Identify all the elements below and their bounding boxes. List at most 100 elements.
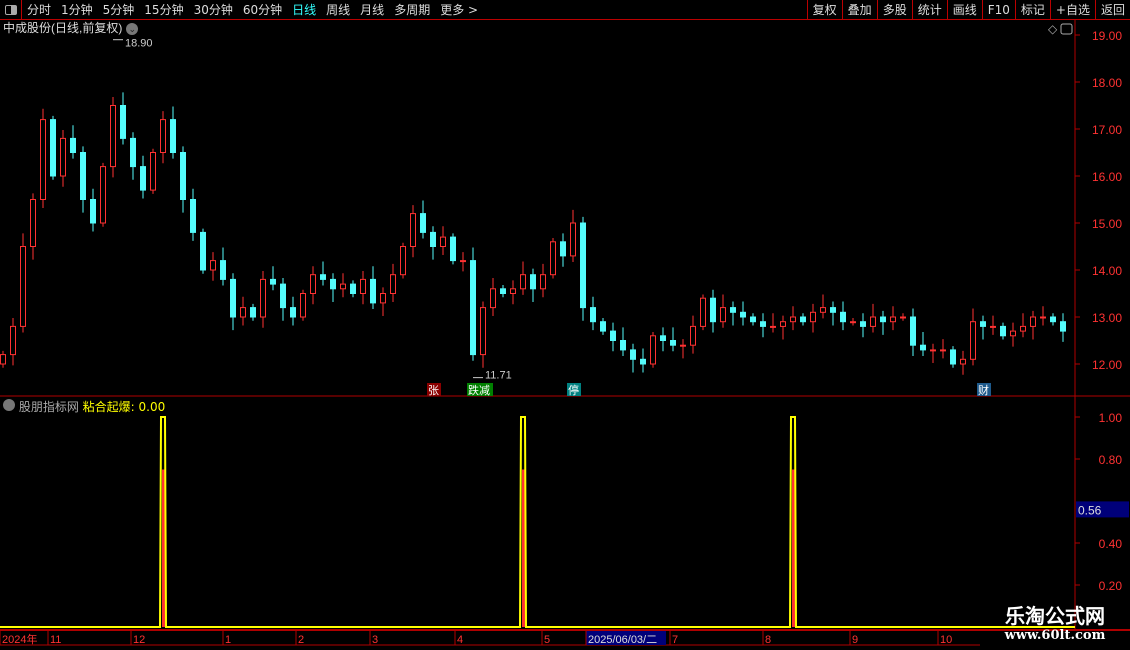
candle-body <box>860 321 866 327</box>
candle-body <box>130 137 136 168</box>
date-label: 2 <box>298 634 304 646</box>
candle-body <box>750 316 756 323</box>
tab-5[interactable]: 60分钟 <box>242 3 283 17</box>
cursor-date-box <box>586 631 666 645</box>
event-marker <box>427 383 441 396</box>
candle-body <box>290 307 296 318</box>
candle-body <box>30 199 36 247</box>
tab-7[interactable]: 周线 <box>326 3 351 17</box>
diamond-icon: ◇ <box>1048 22 1058 36</box>
tab-8[interactable]: 月线 <box>360 3 385 17</box>
spike-bar <box>792 469 795 627</box>
date-label: 3 <box>372 634 378 646</box>
candle-body <box>960 358 966 365</box>
toolbar-button-6[interactable]: 标记 <box>1014 0 1050 20</box>
date-label: 2025/06/03/二 <box>588 634 657 646</box>
candle-body <box>810 311 816 323</box>
tab-1[interactable]: 1分钟 <box>61 3 93 17</box>
candle-body <box>580 222 586 309</box>
candle-body <box>730 307 736 313</box>
candle-body <box>900 316 906 319</box>
price-tick-label: 12.00 <box>1092 358 1122 372</box>
candle-body <box>510 288 516 294</box>
tab-6[interactable]: 日线 <box>292 3 317 17</box>
candle-body <box>310 274 316 295</box>
candle-body <box>980 321 986 327</box>
toolbar-button-4[interactable]: 画线 <box>946 0 982 20</box>
candle-body <box>620 340 626 351</box>
candle-body <box>450 236 456 262</box>
date-label: 1 <box>225 634 231 646</box>
event-marker <box>567 383 581 396</box>
toolbar-button-1[interactable]: 叠加 <box>841 0 877 20</box>
tab-4[interactable]: 30分钟 <box>193 3 233 17</box>
candle-body <box>670 340 676 346</box>
toolbar-button-7[interactable]: +自选 <box>1049 0 1095 20</box>
tab-2[interactable]: 5分钟 <box>102 3 135 17</box>
candle-body <box>60 137 66 177</box>
tab-0[interactable]: 分时 <box>27 3 52 17</box>
tab-3[interactable]: 15分钟 <box>144 3 184 17</box>
candle-body <box>590 307 596 323</box>
price-tick-label: 15.00 <box>1092 217 1122 231</box>
event-marker-label: 跌减 <box>468 383 490 397</box>
event-marker <box>977 383 991 396</box>
candle-body <box>200 231 206 271</box>
candle-body <box>20 246 26 327</box>
indicator-tick-label: 1.00 <box>1099 411 1123 425</box>
candle-body <box>710 297 716 323</box>
candle-body <box>140 166 146 191</box>
event-marker <box>467 383 493 396</box>
watermark-logo: 乐淘公式网 www.60lt.com <box>1004 604 1106 643</box>
toolbar-button-0[interactable]: 复权 <box>806 0 842 20</box>
candle-body <box>550 241 556 276</box>
candle-body <box>90 199 96 224</box>
candle-body <box>630 349 636 360</box>
price-tick-label: 14.00 <box>1092 264 1122 278</box>
candle-body <box>110 105 116 168</box>
toolbar-button-3[interactable]: 统计 <box>911 0 947 20</box>
candle-body <box>1000 325 1006 337</box>
chevron-down-icon[interactable] <box>3 399 15 411</box>
candle-body <box>240 307 246 318</box>
candle-body <box>270 278 276 285</box>
candle-body <box>530 274 536 290</box>
candle-body <box>520 274 526 290</box>
candle-body <box>280 283 286 309</box>
toolbar-button-2[interactable]: 多股 <box>876 0 912 20</box>
indicator-value: 粘合起爆: 0.00 <box>82 400 166 414</box>
candle-body <box>1020 325 1026 332</box>
date-label: 12 <box>133 634 145 646</box>
spike-bar <box>162 469 165 627</box>
tab-9[interactable]: 多周期 <box>394 3 431 17</box>
current-value-box <box>1076 501 1129 518</box>
candle-body <box>1060 321 1066 332</box>
toolbar-button-8[interactable]: 返回 <box>1094 0 1130 20</box>
event-marker-label: 张 <box>428 384 439 397</box>
candle-body <box>490 288 496 309</box>
chevron-down-icon[interactable]: ⌄ <box>126 23 139 35</box>
candle-body <box>390 274 396 295</box>
candle-body <box>930 349 936 352</box>
date-label: 10 <box>940 634 952 646</box>
candle-body <box>570 222 576 257</box>
candle-body <box>970 321 976 360</box>
candle-body <box>360 278 366 294</box>
price-tick-label: 13.00 <box>1092 311 1122 325</box>
price-tick-label: 17.00 <box>1092 123 1122 137</box>
toolbar-button-5[interactable]: F10 <box>981 0 1015 20</box>
candle-body <box>440 236 446 248</box>
candle-body <box>220 260 226 280</box>
candle-body <box>660 335 666 341</box>
panel-toggle-icon[interactable] <box>0 0 22 20</box>
candle-body <box>890 316 896 323</box>
tab-10[interactable]: 更多 > <box>440 3 479 17</box>
date-label: 4 <box>457 634 463 646</box>
candle-body <box>370 278 376 304</box>
candle-body <box>190 199 196 233</box>
date-label: 8 <box>765 634 771 646</box>
candle-body <box>1040 316 1046 319</box>
candle-body <box>100 166 106 224</box>
candle-body <box>850 321 856 324</box>
